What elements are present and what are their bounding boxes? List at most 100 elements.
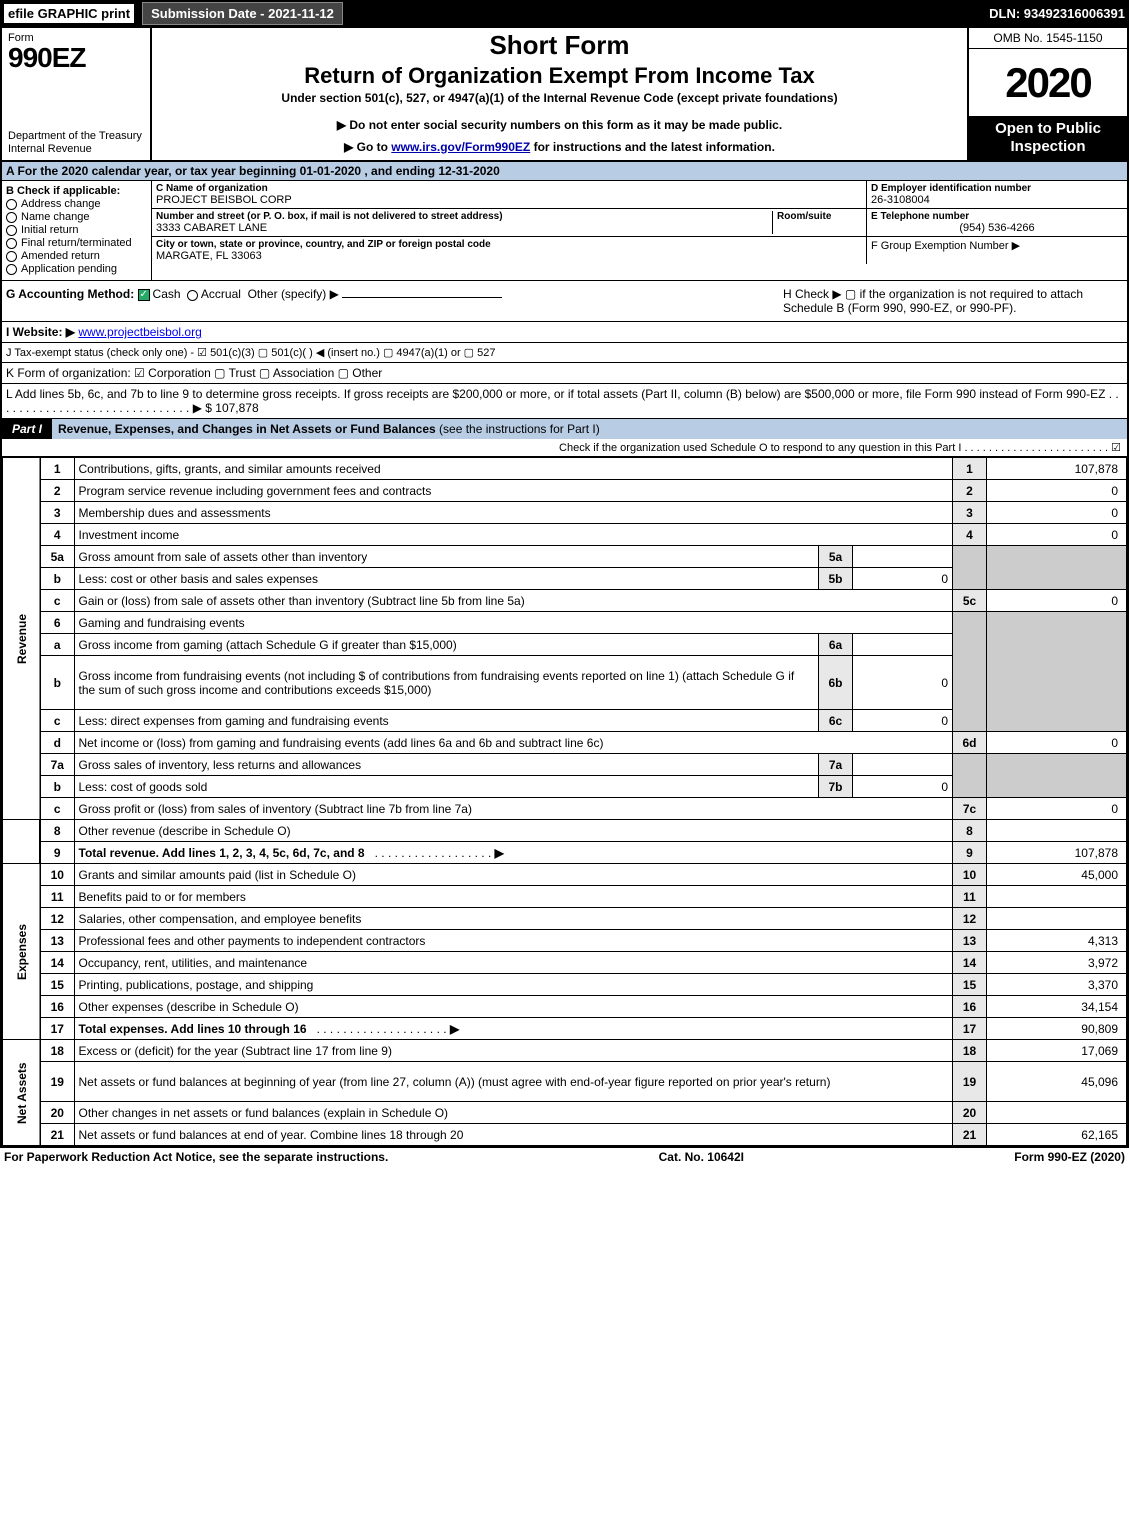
table-row: 19 Net assets or fund balances at beginn… — [3, 1062, 1127, 1102]
instr2-post: for instructions and the latest informat… — [530, 140, 775, 154]
expenses-sidelabel: Expenses — [3, 864, 41, 1040]
table-row: 6 Gaming and fundraising events — [3, 612, 1127, 634]
row-k: K Form of organization: ☑ Corporation ▢ … — [2, 363, 1127, 384]
instruction-line-1: ▶ Do not enter social security numbers o… — [158, 115, 961, 137]
table-row: 5a Gross amount from sale of assets othe… — [3, 546, 1127, 568]
table-row: 3 Membership dues and assessments 3 0 — [3, 502, 1127, 524]
row-l-text: L Add lines 5b, 6c, and 7b to line 9 to … — [6, 387, 1119, 415]
department-label: Department of the Treasury Internal Reve… — [8, 130, 144, 156]
opt-address-change[interactable]: Address change — [6, 198, 147, 210]
line-amt: 107,878 — [987, 458, 1127, 480]
section-b: B Check if applicable: Address change Na… — [2, 181, 152, 280]
line-box: 1 — [953, 458, 987, 480]
footer-cat-no: Cat. No. 10642I — [659, 1150, 744, 1164]
short-form-title: Short Form — [158, 30, 961, 61]
table-row: 7a Gross sales of inventory, less return… — [3, 754, 1127, 776]
footer-left: For Paperwork Reduction Act Notice, see … — [4, 1150, 388, 1164]
row-g: G Accounting Method: Cash Accrual Other … — [6, 287, 783, 315]
tax-year: 2020 — [969, 49, 1127, 116]
header-left: Form 990EZ Department of the Treasury In… — [2, 28, 152, 160]
table-row: 12 Salaries, other compensation, and emp… — [3, 908, 1127, 930]
accrual-checkbox[interactable] — [187, 290, 198, 301]
cash-checkbox[interactable] — [138, 289, 150, 301]
opt-final-return[interactable]: Final return/terminated — [6, 237, 147, 249]
part-i-sub: (see the instructions for Part I) — [439, 422, 600, 436]
phone-value: (954) 536-4266 — [871, 222, 1123, 234]
g-label: G Accounting Method: — [6, 287, 134, 301]
opt-application-pending[interactable]: Application pending — [6, 263, 147, 275]
section-e: E Telephone number (954) 536-4266 — [867, 209, 1127, 236]
table-row: 15 Printing, publications, postage, and … — [3, 974, 1127, 996]
table-row: 14 Occupancy, rent, utilities, and maint… — [3, 952, 1127, 974]
part-i-title: Revenue, Expenses, and Changes in Net As… — [58, 422, 439, 436]
table-row: c Gross profit or (loss) from sales of i… — [3, 798, 1127, 820]
table-row: Expenses 10 Grants and similar amounts p… — [3, 864, 1127, 886]
part-i-check: Check if the organization used Schedule … — [2, 439, 1127, 457]
table-row: 2 Program service revenue including gove… — [3, 480, 1127, 502]
form-990ez: Form 990EZ Department of the Treasury In… — [0, 26, 1129, 1148]
d-label: D Employer identification number — [871, 183, 1123, 194]
website-link[interactable]: www.projectbeisbol.org — [78, 325, 201, 339]
row-l-amount: 107,878 — [215, 401, 258, 415]
table-row: 9 Total revenue. Add lines 1, 2, 3, 4, 5… — [3, 842, 1127, 864]
header-mid: Short Form Return of Organization Exempt… — [152, 28, 967, 160]
line-desc: Contributions, gifts, grants, and simila… — [74, 458, 953, 480]
opt-name-change[interactable]: Name change — [6, 211, 147, 223]
dln-label: DLN: 93492316006391 — [989, 6, 1125, 21]
line-num: 1 — [40, 458, 74, 480]
form-number: 990EZ — [8, 42, 144, 74]
table-row: 21 Net assets or fund balances at end of… — [3, 1124, 1127, 1146]
table-row: 13 Professional fees and other payments … — [3, 930, 1127, 952]
irs-link[interactable]: www.irs.gov/Form990EZ — [391, 140, 530, 154]
row-i: I Website: ▶ www.projectbeisbol.org — [2, 322, 1127, 343]
table-row: 20 Other changes in net assets or fund b… — [3, 1102, 1127, 1124]
row-a-tax-year: A For the 2020 calendar year, or tax yea… — [2, 162, 1127, 181]
header-right: OMB No. 1545-1150 2020 Open to Public In… — [967, 28, 1127, 160]
ein-value: 26-3108004 — [871, 194, 1123, 206]
section-f: F Group Exemption Number ▶ — [867, 237, 1127, 264]
c-name-label: C Name of organization — [156, 183, 862, 194]
table-row: 4 Investment income 4 0 — [3, 524, 1127, 546]
cash-label: Cash — [153, 287, 181, 301]
section-c-addr: Number and street (or P. O. box, if mail… — [152, 209, 867, 236]
part-i-header: Part I Revenue, Expenses, and Changes in… — [2, 419, 1127, 439]
part-i-table: Revenue 1 Contributions, gifts, grants, … — [2, 457, 1127, 1146]
room-label: Room/suite — [777, 211, 862, 222]
accrual-label: Accrual — [201, 287, 241, 301]
footer-form: Form 990-EZ (2020) — [1014, 1150, 1125, 1164]
table-row: c Gain or (loss) from sale of assets oth… — [3, 590, 1127, 612]
table-row: d Net income or (loss) from gaming and f… — [3, 732, 1127, 754]
org-name: PROJECT BEISBOL CORP — [156, 194, 862, 206]
netassets-sidelabel: Net Assets — [3, 1040, 41, 1146]
instr2-pre: ▶ Go to — [344, 140, 391, 154]
revenue-sidelabel: Revenue — [3, 458, 41, 820]
street-address: 3333 CABARET LANE — [156, 222, 772, 234]
e-label: E Telephone number — [871, 211, 1123, 222]
other-label: Other (specify) ▶ — [248, 287, 339, 301]
addr-label: Number and street (or P. O. box, if mail… — [156, 211, 772, 222]
omb-number: OMB No. 1545-1150 — [969, 28, 1127, 49]
section-d: D Employer identification number 26-3108… — [867, 181, 1127, 208]
table-row: Net Assets 18 Excess or (deficit) for th… — [3, 1040, 1127, 1062]
row-j: J Tax-exempt status (check only one) - ☑… — [2, 343, 1127, 363]
section-c-name: C Name of organization PROJECT BEISBOL C… — [152, 181, 867, 208]
i-label: I Website: ▶ — [6, 325, 75, 339]
f-label: F Group Exemption Number ▶ — [871, 239, 1123, 252]
efile-print-label[interactable]: efile GRAPHIC print — [4, 4, 134, 23]
part-i-label: Part I — [2, 419, 52, 439]
table-row: 11 Benefits paid to or for members 11 — [3, 886, 1127, 908]
opt-amended-return[interactable]: Amended return — [6, 250, 147, 262]
section-c-city: City or town, state or province, country… — [152, 237, 867, 264]
table-row: 8 Other revenue (describe in Schedule O)… — [3, 820, 1127, 842]
page-footer: For Paperwork Reduction Act Notice, see … — [0, 1148, 1129, 1166]
row-h: H Check ▶ ▢ if the organization is not r… — [783, 287, 1123, 315]
under-section: Under section 501(c), 527, or 4947(a)(1)… — [158, 91, 961, 105]
opt-initial-return[interactable]: Initial return — [6, 224, 147, 236]
return-title: Return of Organization Exempt From Incom… — [158, 63, 961, 89]
city-label: City or town, state or province, country… — [156, 239, 862, 250]
table-row: 16 Other expenses (describe in Schedule … — [3, 996, 1127, 1018]
table-row: Revenue 1 Contributions, gifts, grants, … — [3, 458, 1127, 480]
table-row: 17 Total expenses. Add lines 10 through … — [3, 1018, 1127, 1040]
other-specify-input[interactable] — [342, 297, 502, 298]
instruction-line-2: ▶ Go to www.irs.gov/Form990EZ for instru… — [158, 137, 961, 159]
